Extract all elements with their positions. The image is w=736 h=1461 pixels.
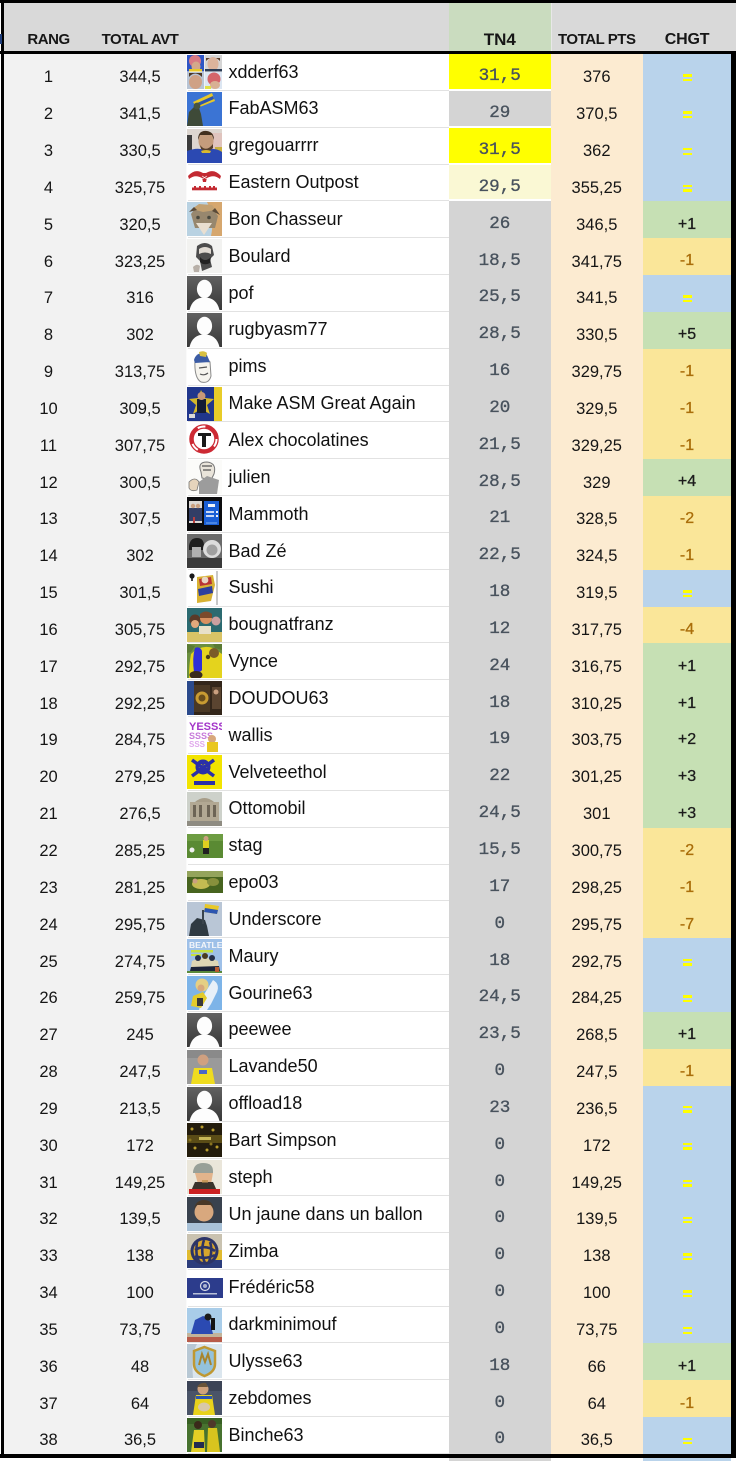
svg-text:BEATLES: BEATLES <box>189 940 222 950</box>
svg-text:SSS: SSS <box>189 740 206 749</box>
svg-text:SSSS: SSSS <box>189 731 213 741</box>
